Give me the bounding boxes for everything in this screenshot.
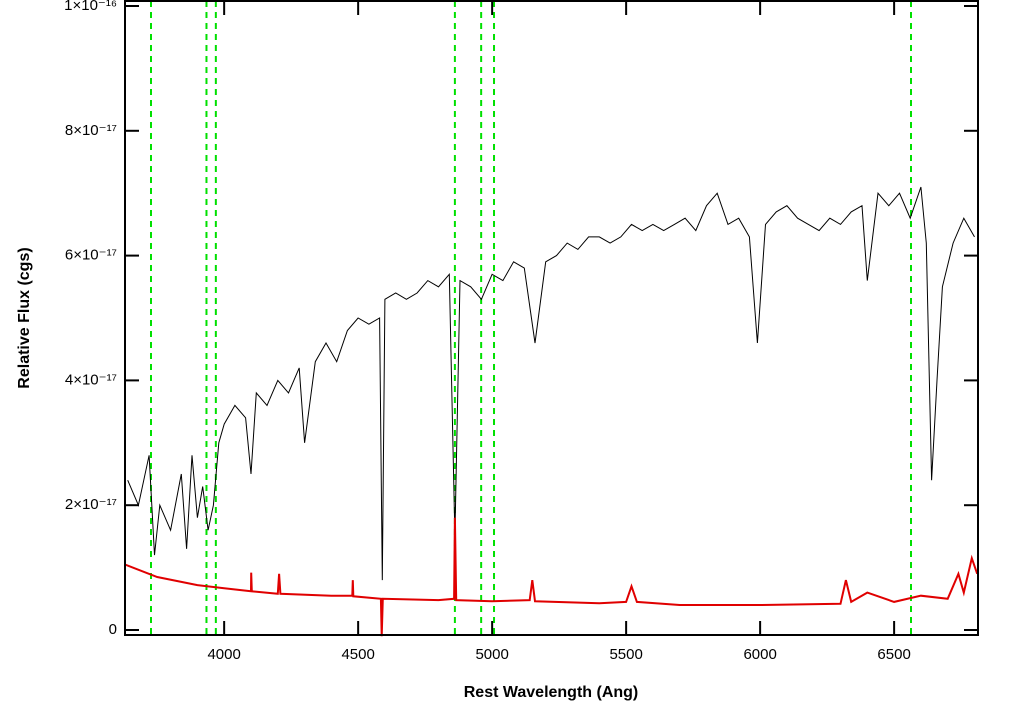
x-tick-label: 6000 [743, 646, 776, 663]
y-tick-label: 2×10⁻¹⁷ [65, 496, 117, 513]
y-tick-label: 4×10⁻¹⁷ [65, 371, 117, 388]
y-tick-label: 0 [109, 621, 117, 638]
plot-frame [124, 0, 979, 636]
y-tick-label: 6×10⁻¹⁷ [65, 247, 117, 264]
series-line [124, 517, 979, 637]
series-line [127, 186, 975, 581]
y-axis-label: Relative Flux (cgs) [16, 247, 33, 388]
x-tick-label: 5500 [609, 646, 642, 663]
x-tick-label: 4500 [341, 646, 374, 663]
y-tick-label: 1×10⁻¹⁶ [64, 0, 117, 14]
x-tick-label: 6500 [877, 646, 910, 663]
x-axis-label: Rest Wavelength (Ang) [464, 684, 639, 701]
x-tick-label: 4000 [207, 646, 240, 663]
x-tick-label: 5000 [475, 646, 508, 663]
y-tick-label: 8×10⁻¹⁷ [65, 122, 117, 139]
